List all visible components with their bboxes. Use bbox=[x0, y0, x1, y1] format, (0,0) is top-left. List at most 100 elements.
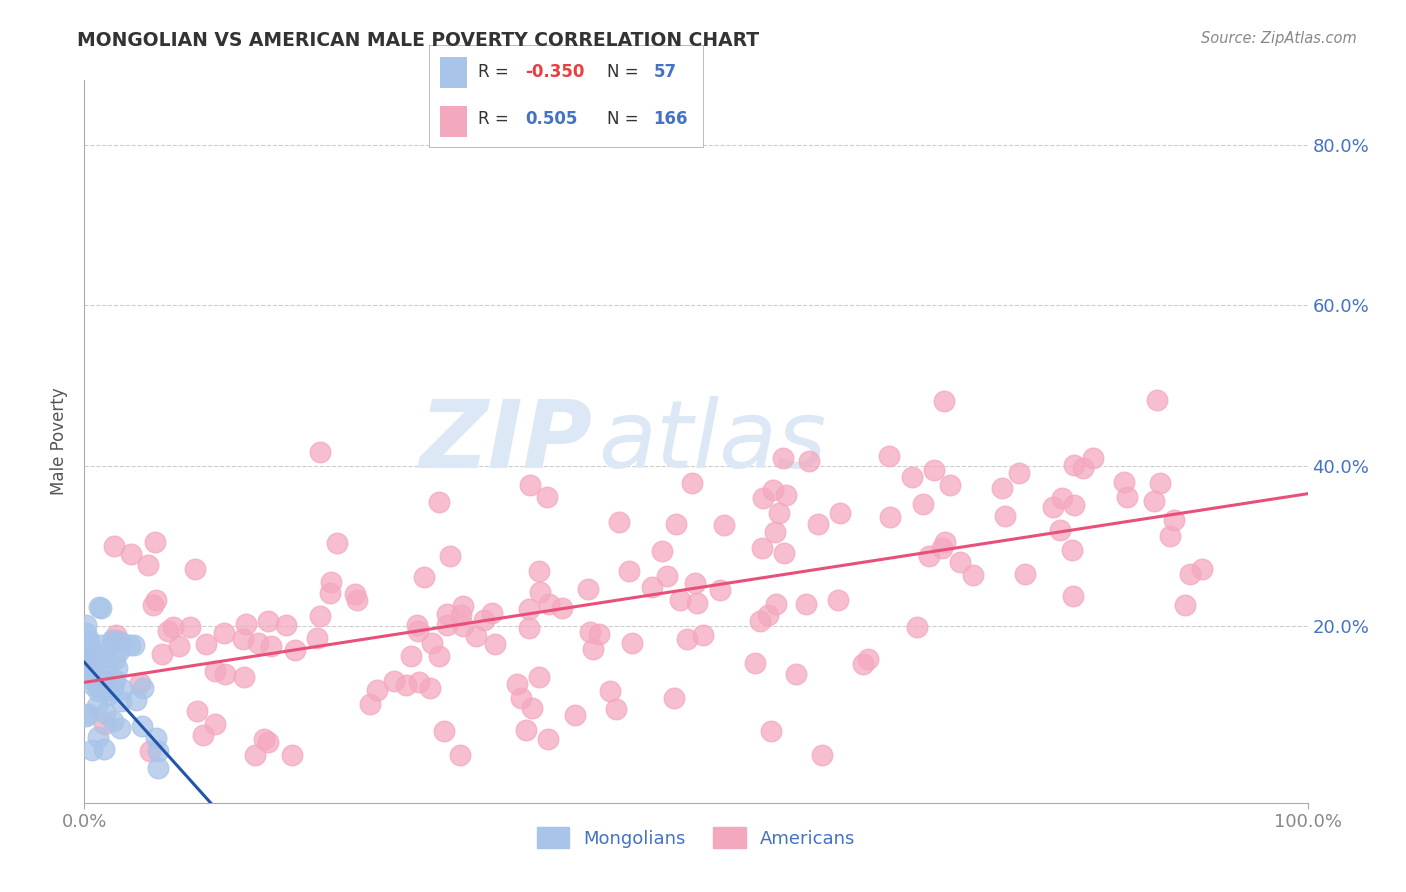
Point bbox=[529, 585, 551, 599]
Point bbox=[75, 618, 97, 632]
Point bbox=[762, 483, 785, 498]
Point bbox=[537, 731, 560, 746]
Point bbox=[253, 732, 276, 747]
Point bbox=[204, 664, 226, 678]
Point bbox=[93, 717, 115, 731]
Point bbox=[318, 586, 340, 600]
Point bbox=[856, 651, 879, 665]
Point bbox=[132, 681, 155, 695]
Point bbox=[794, 597, 817, 611]
Point bbox=[131, 719, 153, 733]
Point bbox=[934, 534, 956, 549]
Point bbox=[346, 592, 368, 607]
Point bbox=[994, 509, 1017, 524]
Point bbox=[481, 606, 503, 620]
Point bbox=[325, 535, 347, 549]
Point bbox=[77, 706, 100, 721]
Point bbox=[77, 668, 100, 682]
Point bbox=[162, 620, 184, 634]
Point bbox=[1063, 458, 1085, 473]
Point bbox=[101, 714, 124, 729]
Point bbox=[136, 558, 159, 572]
Point bbox=[284, 643, 307, 657]
Point bbox=[97, 683, 120, 698]
Point bbox=[406, 617, 429, 632]
Point bbox=[527, 565, 550, 579]
Point bbox=[366, 682, 388, 697]
Point bbox=[752, 491, 775, 505]
Point bbox=[785, 666, 807, 681]
Bar bbox=[440, 57, 467, 87]
Point bbox=[427, 648, 450, 663]
Text: MONGOLIAN VS AMERICAN MALE POVERTY CORRELATION CHART: MONGOLIAN VS AMERICAN MALE POVERTY CORRE… bbox=[77, 31, 759, 50]
Point bbox=[399, 649, 422, 664]
Legend: Mongolians, Americans: Mongolians, Americans bbox=[530, 820, 862, 855]
Point bbox=[82, 677, 104, 691]
Point bbox=[233, 670, 256, 684]
Point bbox=[827, 593, 849, 607]
Point bbox=[394, 678, 416, 692]
Point bbox=[918, 549, 941, 563]
Point bbox=[465, 629, 488, 643]
Point bbox=[125, 693, 148, 707]
Point bbox=[768, 506, 790, 520]
Point bbox=[307, 631, 329, 645]
Y-axis label: Male Poverty: Male Poverty bbox=[49, 388, 67, 495]
Point bbox=[449, 747, 471, 762]
Point bbox=[101, 636, 124, 650]
Text: 166: 166 bbox=[654, 111, 688, 128]
Point bbox=[105, 661, 128, 675]
Point bbox=[75, 626, 97, 640]
Point bbox=[93, 644, 115, 658]
Point bbox=[77, 648, 100, 662]
Point bbox=[98, 682, 121, 697]
Point bbox=[1008, 467, 1031, 481]
Point bbox=[1014, 566, 1036, 581]
Point bbox=[686, 596, 709, 610]
Point bbox=[1178, 566, 1201, 581]
Point bbox=[537, 597, 560, 611]
Point bbox=[257, 735, 280, 749]
Point bbox=[186, 704, 208, 718]
Point bbox=[90, 649, 112, 664]
Point bbox=[433, 724, 456, 739]
Point bbox=[143, 535, 166, 549]
Point bbox=[139, 744, 162, 758]
Point bbox=[146, 761, 169, 775]
Point bbox=[564, 707, 586, 722]
Point bbox=[1063, 499, 1085, 513]
Point bbox=[506, 677, 529, 691]
Point bbox=[157, 624, 180, 638]
Point bbox=[620, 636, 643, 650]
Point bbox=[79, 650, 101, 665]
Point bbox=[101, 632, 124, 647]
Point bbox=[87, 683, 110, 698]
Point bbox=[110, 635, 132, 649]
Point bbox=[484, 637, 506, 651]
Point bbox=[830, 506, 852, 520]
Point bbox=[382, 674, 405, 689]
Point bbox=[759, 724, 782, 739]
Text: -0.350: -0.350 bbox=[524, 63, 583, 81]
Point bbox=[912, 498, 935, 512]
Point bbox=[142, 599, 165, 613]
Point bbox=[100, 681, 122, 695]
Point bbox=[439, 549, 461, 563]
Point bbox=[97, 688, 120, 702]
Point bbox=[111, 681, 134, 696]
Point bbox=[605, 702, 627, 716]
Point bbox=[807, 516, 830, 531]
Point bbox=[94, 706, 117, 721]
Point bbox=[89, 681, 111, 695]
Point bbox=[408, 675, 430, 690]
Point bbox=[212, 625, 235, 640]
Point bbox=[931, 541, 953, 555]
Point bbox=[82, 657, 104, 671]
Point bbox=[851, 657, 873, 671]
Point bbox=[309, 609, 332, 624]
Point bbox=[509, 690, 531, 705]
Point bbox=[1149, 475, 1171, 490]
Point bbox=[576, 582, 599, 597]
Point bbox=[186, 833, 208, 847]
Point bbox=[681, 476, 703, 491]
